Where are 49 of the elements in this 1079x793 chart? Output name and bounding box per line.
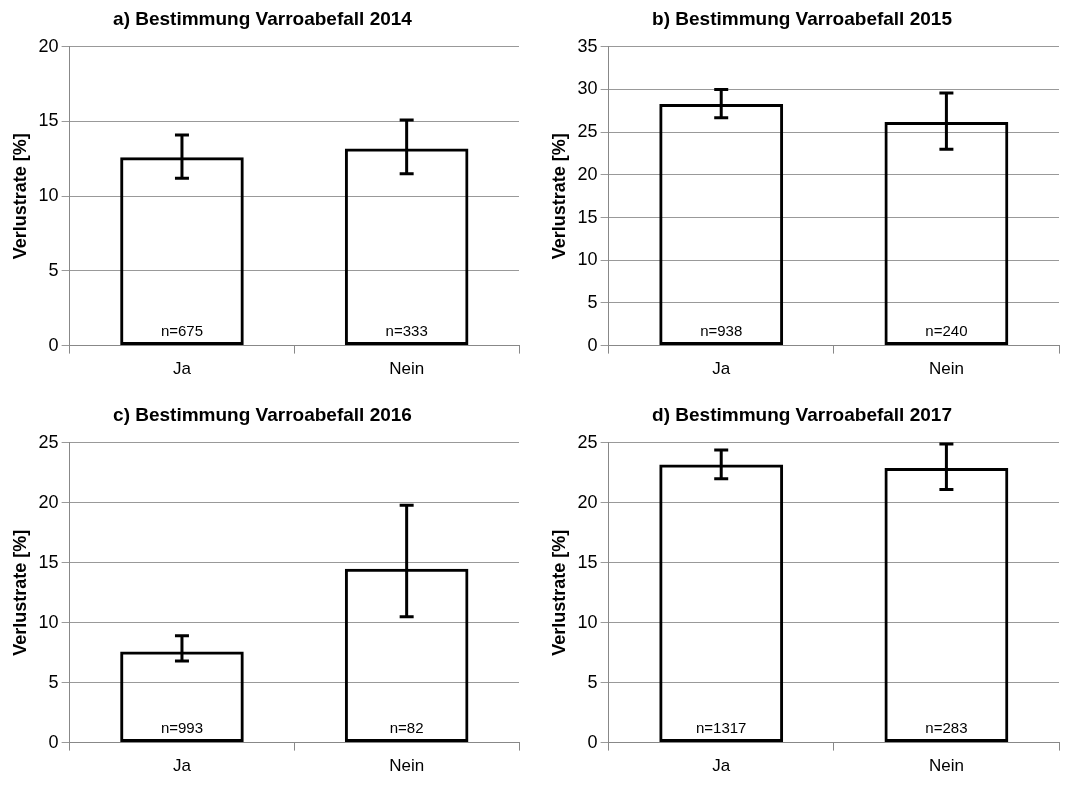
y-tick-label: 10 (38, 185, 59, 206)
y-tick-label: 10 (577, 611, 598, 632)
annotation: n=993 (160, 719, 204, 737)
annotation: n=938 (700, 322, 743, 340)
chart-title: a) Bestimmung Varroabefall 2014 (113, 7, 413, 29)
y-axis-title: Verlustrate [%] (548, 529, 569, 656)
annotation: n=82 (389, 719, 424, 737)
y-tick-label: 25 (577, 431, 598, 452)
x-tick-label: Nein (389, 756, 425, 776)
annotation: n=333 (385, 322, 428, 340)
annotation: n=1317 (695, 719, 747, 737)
x-tick-label: Nein (928, 756, 964, 776)
x-tick-label: Nein (389, 359, 425, 379)
y-tick-label: 10 (577, 249, 598, 270)
y-tick-label: 5 (48, 259, 59, 280)
y-tick-label: 20 (38, 35, 59, 56)
y-tick-label: 5 (48, 671, 59, 692)
annotation: n=240 (925, 322, 968, 340)
chart-title: d) Bestimmung Varroabefall 2017 (652, 403, 952, 425)
x-tick-label: Ja (172, 756, 192, 776)
y-tick-label: 35 (577, 35, 598, 56)
y-tick-label: 15 (38, 110, 59, 131)
x-tick-label: Ja (712, 756, 731, 776)
annotation: n=675 (160, 322, 204, 340)
x-tick-label: Ja (172, 359, 192, 379)
y-tick-label: 20 (577, 163, 598, 184)
y-tick-label: 25 (38, 431, 59, 452)
y-axis-title: Verlustrate [%] (9, 133, 30, 260)
y-tick-label: 15 (38, 551, 59, 572)
y-tick-label: 0 (48, 334, 59, 355)
y-tick-label: 20 (38, 491, 59, 512)
y-tick-label: 20 (577, 491, 598, 512)
y-tick-label: 5 (587, 671, 598, 692)
y-tick-label: 15 (577, 206, 598, 227)
y-tick-label: 0 (587, 731, 598, 752)
chart-title: c) Bestimmung Varroabefall 2016 (113, 403, 412, 425)
y-tick-label: 15 (577, 551, 598, 572)
chart-title: b) Bestimmung Varroabefall 2015 (652, 7, 953, 29)
y-tick-label: 25 (577, 121, 598, 142)
y-axis-title: Verlustrate [%] (548, 133, 569, 260)
x-tick-label: Nein (928, 359, 964, 379)
y-tick-label: 0 (48, 731, 59, 752)
y-tick-label: 5 (587, 291, 598, 312)
annotation: n=283 (925, 719, 968, 737)
y-tick-label: 30 (577, 78, 598, 99)
y-tick-label: 0 (587, 334, 598, 355)
y-axis-title: Verlustrate [%] (9, 529, 30, 656)
x-tick-label: Ja (712, 359, 731, 379)
y-tick-label: 10 (38, 611, 59, 632)
